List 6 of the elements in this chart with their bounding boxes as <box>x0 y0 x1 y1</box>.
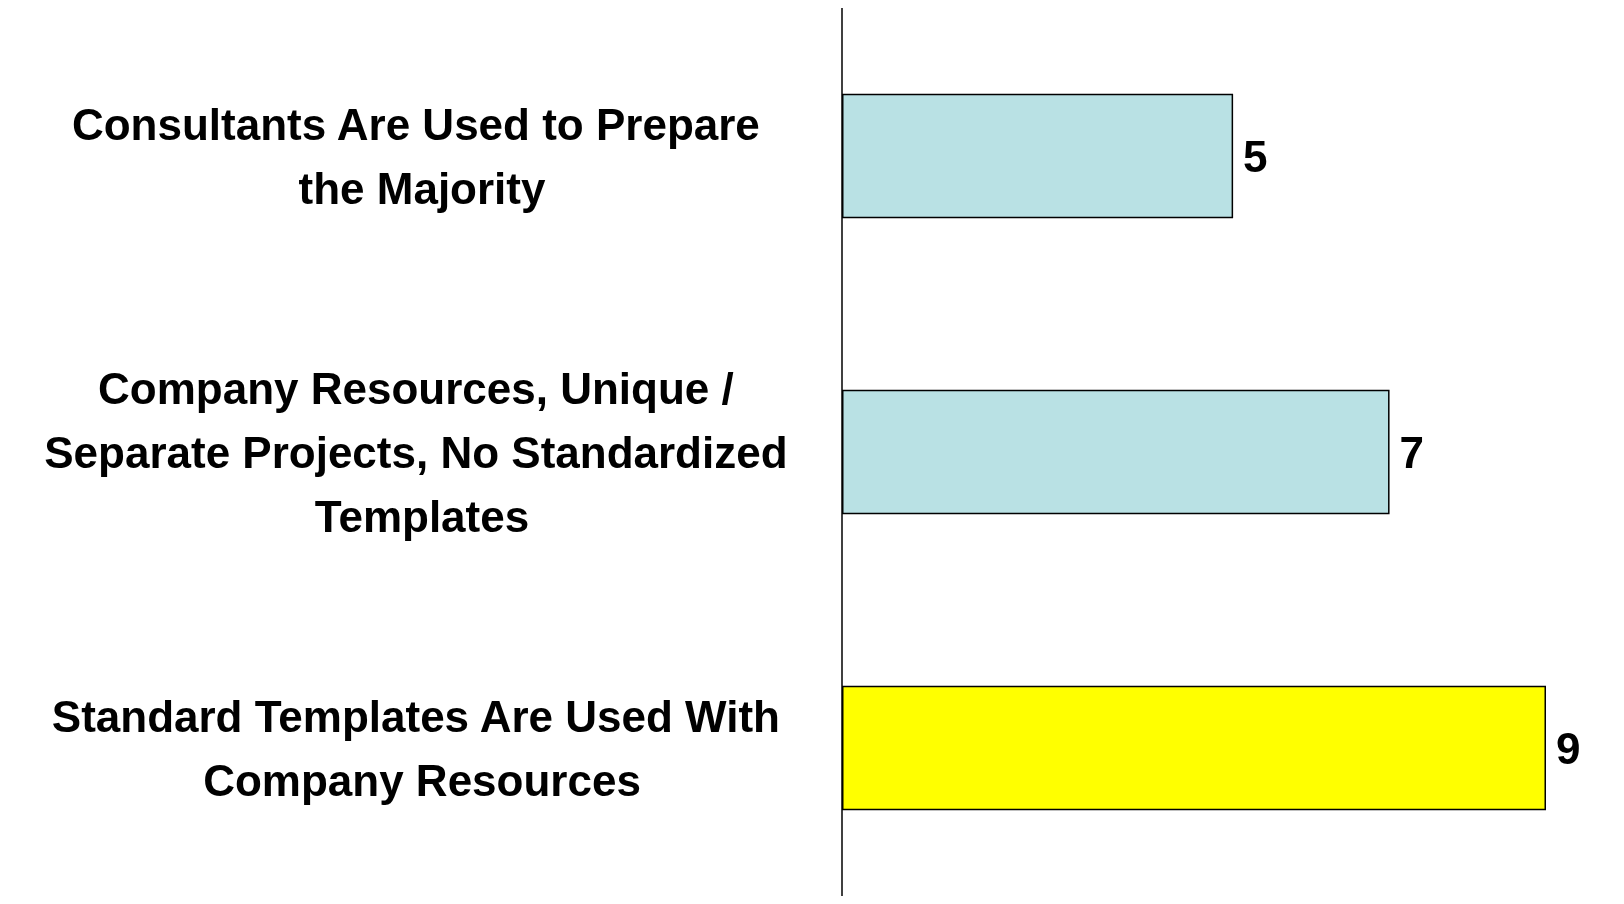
y-tick-label: Standard Templates Are Used With Company Resources <box>51 691 793 805</box>
y-tick-label: Consultants Are Used to Prepare the Majority <box>71 99 773 213</box>
y-tick-label: Company Resources, Unique / Separate Projects, No Standardized Templates <box>44 363 800 541</box>
data-label: 7 <box>1399 427 1425 477</box>
data-label: 9 <box>1556 723 1581 773</box>
data-label: 5 <box>1243 131 1268 181</box>
